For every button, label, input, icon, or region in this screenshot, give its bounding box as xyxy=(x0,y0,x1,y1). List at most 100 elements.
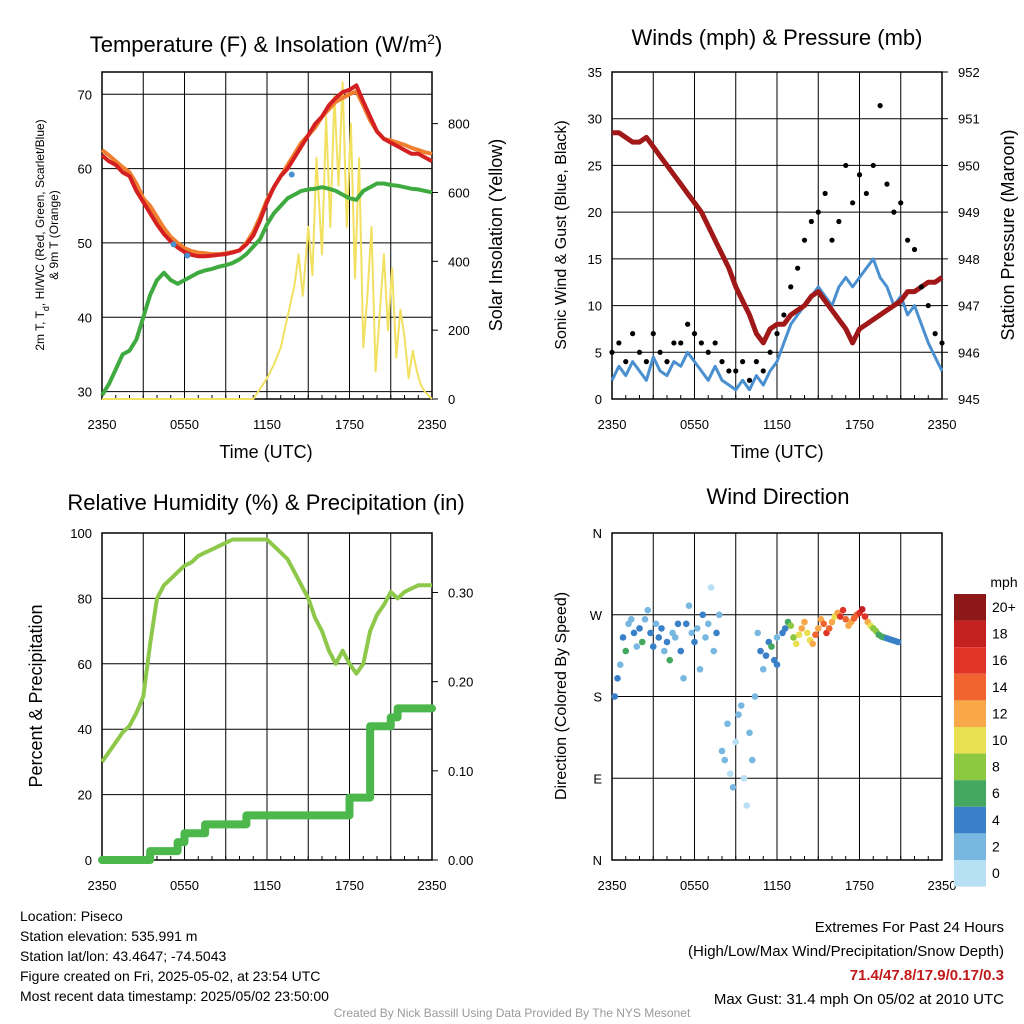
wdir-point xyxy=(702,634,709,641)
wdir-point xyxy=(740,774,748,782)
gust-point xyxy=(801,237,808,243)
rh-title: Relative Humidity (%) & Precipitation (i… xyxy=(67,490,464,515)
wdir-point xyxy=(726,770,734,778)
created-text: Figure created on Fri, 2025-05-02, at 23… xyxy=(20,968,321,984)
wdir-point xyxy=(729,784,737,791)
wind-speed-colorbar: mph 20+ 18 16 14 12 10 8 6 4 2 0 xyxy=(954,574,1018,887)
wdir-point xyxy=(795,631,803,639)
rh-xtick-label: 2350 xyxy=(418,878,447,893)
colorbar-swatch xyxy=(954,673,986,701)
wdir-point xyxy=(798,625,806,632)
latlon-text: Station lat/lon: 43.4647; -74.5043 xyxy=(20,948,227,964)
colorbar-label: 12 xyxy=(992,705,1008,721)
temp-y2tick-label: 200 xyxy=(448,323,470,338)
wdir-point xyxy=(688,629,696,637)
wdir-point xyxy=(638,638,646,646)
wind-xtick-label: 1750 xyxy=(845,417,874,432)
gust-point xyxy=(705,349,711,355)
rh-xtick-label: 0550 xyxy=(170,878,199,893)
colorbar-swatch xyxy=(954,727,986,754)
temp-red-line xyxy=(100,83,433,259)
rh-xtick-label: 2350 xyxy=(88,878,117,893)
location-text: Location: Piseco xyxy=(20,908,123,924)
wdir-point xyxy=(754,629,762,637)
wdir-point xyxy=(633,643,641,650)
wdir-point xyxy=(636,625,643,632)
wdir-point xyxy=(825,625,833,632)
gust-point xyxy=(877,103,883,109)
gust-point xyxy=(808,218,814,225)
wind-ytick-label: 0 xyxy=(595,392,602,407)
gust-point xyxy=(671,340,677,346)
colorbar-label: 0 xyxy=(992,865,1000,881)
wdir-ytick-label: N xyxy=(593,853,602,868)
wdir-point xyxy=(693,625,701,632)
wind-y2tick-label: 948 xyxy=(958,252,980,267)
gust-point xyxy=(781,312,787,318)
wdir-point xyxy=(812,631,819,639)
colorbar-swatch xyxy=(954,806,986,834)
colorbar-label: 14 xyxy=(992,679,1008,695)
wdir-point xyxy=(671,634,679,641)
gust-point xyxy=(932,331,938,337)
wdir-point xyxy=(787,622,795,629)
wdir-point xyxy=(858,606,866,613)
colorbar-swatch xyxy=(954,700,986,727)
wdir-point xyxy=(762,652,770,659)
temp-xtick-label: 2350 xyxy=(88,417,117,432)
station-info: Location: Piseco Station elevation: 535.… xyxy=(20,906,329,1006)
gust-point xyxy=(939,340,945,346)
rh-line xyxy=(100,537,432,764)
wdir-point xyxy=(735,711,742,718)
temp-y2tick-label: 800 xyxy=(448,117,470,132)
wdir-point xyxy=(619,634,627,641)
wdir-point xyxy=(820,620,828,628)
colorbar-swatch xyxy=(954,594,986,621)
gust-point xyxy=(657,349,663,355)
rh-y2tick-label: 0.00 xyxy=(448,853,473,868)
gust-point xyxy=(856,172,863,178)
colorbar-label: 20+ xyxy=(992,599,1016,615)
colorbar-swatch xyxy=(954,833,986,860)
wdir-point xyxy=(809,640,817,648)
gust-point xyxy=(925,302,931,309)
wdir-point xyxy=(710,647,718,655)
temp-xtick-label: 1150 xyxy=(253,417,281,432)
gust-point xyxy=(678,340,684,346)
wind-title: Winds (mph) & Pressure (mb) xyxy=(632,25,923,50)
rh-ytick-label: 60 xyxy=(78,657,92,672)
wdir-point xyxy=(748,756,756,764)
wdir-point xyxy=(641,615,649,623)
gust-point xyxy=(815,209,821,215)
wdir-point xyxy=(751,693,759,700)
pressure-line xyxy=(612,130,944,346)
colorbar-swatch xyxy=(954,620,986,648)
wdir-point xyxy=(757,647,764,655)
gust-point xyxy=(636,349,643,355)
wdir-point xyxy=(781,625,789,632)
wind-ytick-label: 15 xyxy=(588,252,602,267)
temp-y2tick-label: 0 xyxy=(448,392,455,407)
extremes-title: Extremes For Past 24 Hours xyxy=(814,919,1004,936)
gust-point xyxy=(719,359,725,365)
wind-ytick-label: 20 xyxy=(588,205,602,220)
colorbar-label: 4 xyxy=(992,812,1000,828)
gust-point xyxy=(740,359,746,365)
rh-ytick-label: 20 xyxy=(78,788,92,803)
gust-point xyxy=(898,200,904,206)
gust-point xyxy=(829,237,835,243)
gust-point xyxy=(753,359,759,365)
gust-point xyxy=(905,237,911,243)
gust-point xyxy=(795,265,801,271)
wdir-point xyxy=(773,634,781,641)
wdir-point xyxy=(616,661,624,669)
temp-ytick-label: 60 xyxy=(78,162,92,177)
wdir-point xyxy=(790,634,797,641)
wdir-point xyxy=(746,729,753,737)
wdir-point xyxy=(655,634,663,641)
colorbar-label: 8 xyxy=(992,759,1000,775)
temp-ytick-label: 50 xyxy=(78,236,92,251)
max-gust-text: Max Gust: 31.4 mph On 05/02 at 2010 UTC xyxy=(713,991,1004,1008)
colorbar-swatch xyxy=(954,647,986,674)
gust-point xyxy=(712,340,718,346)
